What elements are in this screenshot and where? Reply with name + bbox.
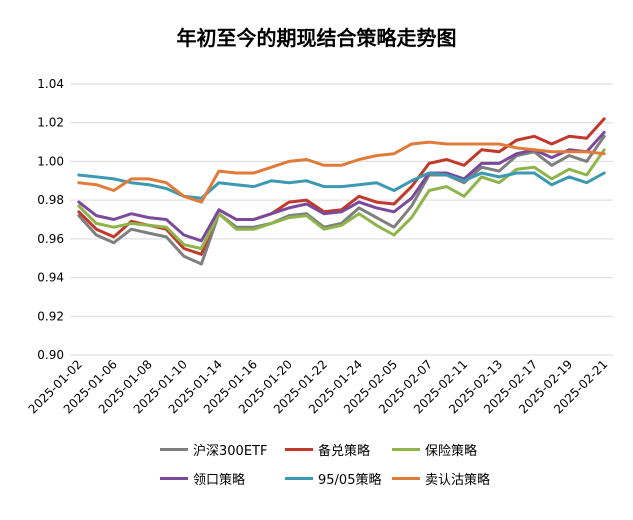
legend-item-collar: 领口策略 — [160, 469, 245, 488]
legend-swatch — [160, 448, 188, 451]
series-line-5 — [77, 140, 606, 204]
legend-item-covered-call: 备兑策略 — [285, 440, 370, 459]
y-tick-label: 1.00 — [37, 154, 64, 168]
legend-label: 沪深300ETF — [193, 444, 268, 459]
legend-label: 备兑策略 — [318, 444, 371, 459]
y-tick-label: 0.94 — [37, 271, 64, 285]
legend-item-short-put: 卖认沽策略 — [392, 469, 490, 488]
series-lines — [77, 117, 606, 266]
series-line-0 — [77, 134, 606, 266]
legend-item-9505: 95/05策略 — [285, 469, 381, 488]
y-tick-label: 0.90 — [37, 348, 64, 362]
legend-label: 保险策略 — [425, 444, 478, 459]
legend-swatch — [285, 477, 313, 480]
y-tick-label: 1.04 — [37, 77, 64, 91]
legend-item-protective: 保险策略 — [392, 440, 477, 459]
y-tick-label: 0.92 — [37, 309, 64, 323]
legend-label: 95/05策略 — [318, 473, 382, 488]
series-line-3 — [77, 130, 606, 243]
y-tick-label: 0.96 — [37, 232, 64, 246]
legend-item-hs300: 沪深300ETF — [160, 440, 267, 459]
legend-swatch — [392, 448, 420, 451]
legend-swatch — [392, 477, 420, 480]
chart-title: 年初至今的期现结合策略走势图 — [176, 26, 457, 50]
x-tick-labels: 2025-01-022025-01-062025-01-082025-01-10… — [26, 357, 611, 416]
gridlines — [70, 83, 613, 356]
legend-swatch — [285, 448, 313, 451]
legend-label: 领口策略 — [193, 473, 246, 488]
y-tick-label: 1.02 — [37, 116, 64, 130]
series-line-4 — [77, 171, 606, 200]
legend-swatch — [160, 477, 188, 480]
series-line-2 — [77, 148, 606, 250]
legend-label: 卖认沽策略 — [425, 473, 491, 488]
y-tick-label: 0.98 — [37, 193, 64, 207]
y-tick-labels: 0.90 0.92 0.94 0.96 0.98 1.00 1.02 1.04 — [37, 77, 64, 362]
